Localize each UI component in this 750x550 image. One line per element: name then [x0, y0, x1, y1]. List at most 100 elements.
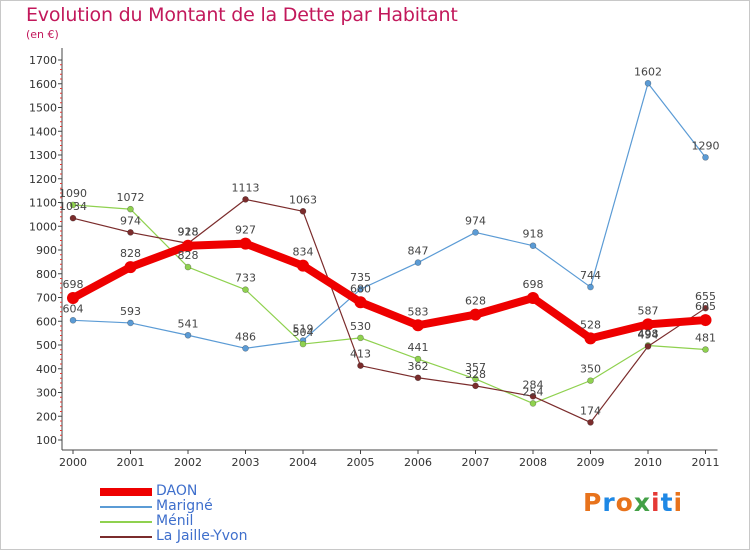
y-tick-label: 300 [36, 387, 57, 400]
y-tick-label: 700 [36, 292, 57, 305]
y-tick-label: 1000 [29, 220, 57, 233]
data-label: 1290 [692, 139, 720, 152]
legend-swatch [100, 488, 152, 496]
data-label: 828 [120, 247, 141, 260]
data-label: 284 [523, 378, 544, 391]
data-label: 1602 [634, 65, 662, 78]
data-label: 357 [465, 361, 486, 374]
legend-item: DAON [100, 484, 320, 499]
logo-letter: t [660, 488, 674, 517]
series-line [72, 82, 707, 349]
data-point [69, 201, 77, 209]
x-tick-label: 2007 [462, 456, 490, 469]
data-point [239, 237, 252, 250]
y-tick-label: 1700 [29, 54, 57, 67]
y-tick-label: 1500 [29, 102, 57, 115]
data-label: 583 [408, 305, 429, 318]
y-tick-label: 1200 [29, 173, 57, 186]
x-tick-label: 2000 [59, 456, 87, 469]
data-point [414, 374, 422, 382]
data-label: 593 [120, 305, 141, 318]
data-point [357, 362, 364, 369]
logo-letter: i [673, 488, 684, 517]
data-point [587, 419, 594, 426]
data-label: 628 [465, 295, 486, 308]
data-point [527, 291, 539, 304]
x-tick-label: 2004 [289, 456, 317, 469]
data-label: 541 [178, 317, 199, 330]
data-label: 350 [580, 363, 601, 376]
data-point [127, 319, 134, 327]
data-label: 828 [178, 249, 199, 262]
data-point [242, 345, 249, 352]
data-point [644, 79, 652, 87]
data-label: 655 [695, 290, 716, 303]
logo-letter: P [583, 488, 603, 517]
data-label: 328 [465, 368, 486, 381]
data-label: 1072 [117, 191, 145, 204]
data-label: 519 [293, 322, 314, 335]
data-label: 974 [465, 214, 486, 227]
data-label: 587 [638, 304, 659, 317]
data-point [469, 308, 482, 321]
legend-swatch [100, 506, 152, 508]
data-point [127, 205, 134, 213]
logo-letter: i [651, 488, 661, 517]
data-point [412, 319, 424, 332]
data-label: 927 [235, 224, 256, 237]
data-point [242, 286, 249, 293]
y-tick-label: 1100 [29, 197, 57, 210]
data-label: 362 [408, 360, 429, 373]
data-label: 1034 [59, 200, 87, 213]
data-point [354, 296, 367, 309]
data-point [124, 261, 137, 274]
data-label: 698 [523, 278, 544, 291]
data-label: 918 [523, 228, 544, 241]
x-tick-label: 2001 [117, 456, 145, 469]
data-point [699, 314, 712, 327]
data-label: 481 [695, 332, 716, 345]
data-point [584, 332, 597, 345]
x-tick-label: 2008 [519, 456, 547, 469]
data-label: 744 [580, 269, 601, 282]
data-point [587, 283, 594, 291]
data-label: 1063 [289, 193, 317, 206]
data-point [529, 400, 537, 407]
data-label: 254 [523, 385, 544, 398]
x-tick-label: 2003 [232, 456, 260, 469]
logo-letter: r [602, 488, 616, 517]
data-labels-layer: 604 593 541 486 519 735 847 974 918 744 1602 1290 10… [59, 65, 720, 417]
data-point [299, 207, 307, 215]
data-label: 504 [293, 326, 314, 339]
data-label: 1113 [232, 181, 260, 194]
legend-label: La Jaille-Yvon [156, 528, 248, 544]
data-label: 680 [350, 282, 371, 295]
data-label: 733 [235, 272, 256, 285]
y-tick-label: 600 [36, 315, 57, 328]
data-point [414, 355, 422, 363]
legend-label: DAON [156, 483, 198, 499]
chart-title: Evolution du Montant de la Dette par Hab… [26, 4, 458, 26]
data-point [587, 377, 594, 384]
data-point [69, 316, 77, 324]
data-point [702, 304, 709, 312]
data-label: 605 [695, 300, 716, 313]
data-point [242, 196, 249, 203]
x-tick-label: 2009 [577, 456, 605, 469]
data-label: 441 [408, 341, 429, 354]
data-point [357, 334, 364, 342]
data-label: 494 [638, 328, 659, 341]
y-tick-label: 900 [36, 244, 57, 257]
data-point [642, 318, 654, 331]
data-label: 530 [350, 320, 371, 333]
data-label: 486 [235, 330, 256, 343]
data-label: 974 [120, 214, 141, 227]
x-tick-label: 2011 [692, 456, 720, 469]
data-label: 834 [293, 246, 314, 259]
x-tick-label: 2005 [347, 456, 375, 469]
legend-item: La Jaille-Yvon [100, 529, 320, 544]
data-point [702, 346, 709, 353]
data-label: 498 [638, 327, 659, 340]
data-label: 918 [178, 226, 199, 239]
x-tick-label: 2002 [174, 456, 202, 469]
